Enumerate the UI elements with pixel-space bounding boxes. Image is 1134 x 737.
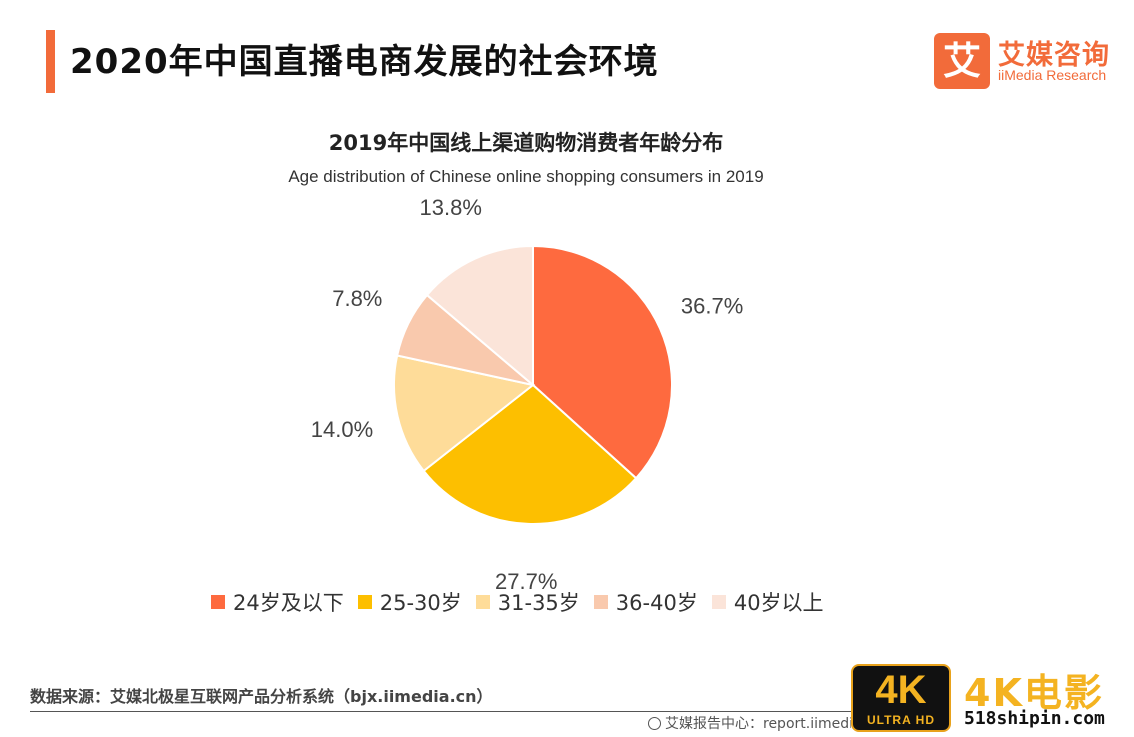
title-accent-bar xyxy=(46,30,55,93)
logo-name-en: iiMedia Research xyxy=(998,67,1107,83)
pie-slice-3 xyxy=(393,354,536,473)
legend-label-3: 31-35岁 xyxy=(497,591,580,615)
slice-label-1: 36.7% xyxy=(681,294,743,319)
legend-label-1: 24岁及以下 xyxy=(233,591,344,615)
legend-item-1: 24岁及以下 xyxy=(211,587,344,617)
pie-slice-2 xyxy=(422,383,638,525)
chart-legend: 24岁及以下 25-30岁 31-35岁 36-40岁 40岁以上 xyxy=(211,588,838,616)
legend-swatch-4 xyxy=(593,595,608,609)
slice-label-5: 13.8% xyxy=(420,195,482,220)
slice-label-4: 7.8% xyxy=(332,286,382,311)
legend-swatch-2 xyxy=(357,595,372,609)
legend-label-4: 36-40岁 xyxy=(615,591,698,615)
globe-icon xyxy=(648,717,661,730)
logo-name-cn: 艾媒咨询 xyxy=(998,40,1110,71)
pie-slice-1 xyxy=(532,244,673,480)
legend-label-2: 25-30岁 xyxy=(379,591,462,615)
watermark-text-cn: 4K电影 xyxy=(964,671,1104,715)
watermark-url: 518shipin.com xyxy=(964,708,1105,729)
data-source: 数据来源：艾媒北极星互联网产品分析系统（bjx.iimedia.cn） xyxy=(30,687,493,706)
footer-divider xyxy=(30,711,1134,712)
legend-item-4: 36-40岁 xyxy=(593,587,698,617)
pie-slice-5 xyxy=(425,244,534,388)
footer-report-center: 艾媒报告中心：report.iimedia.cn xyxy=(648,713,853,733)
footer-text: 艾媒报告中心：report.iimedia.cn xyxy=(665,716,853,732)
watermark-badge-main: 4K xyxy=(875,668,927,712)
watermark-badge: 4K ULTRA HD xyxy=(851,664,951,732)
legend-swatch-5 xyxy=(711,595,726,609)
chart-title: 2019年中国线上渠道购物消费者年龄分布 xyxy=(328,131,724,155)
slice-label-3: 14.0% xyxy=(311,417,373,442)
iimedia-logo: 艾 艾媒咨询 iiMedia Research xyxy=(934,33,1124,91)
logo-mark: 艾 xyxy=(934,33,990,89)
legend-item-3: 31-35岁 xyxy=(475,587,580,617)
legend-swatch-1 xyxy=(211,595,225,609)
legend-item-5: 40岁以上 xyxy=(711,587,824,617)
legend-label-5: 40岁以上 xyxy=(733,591,824,615)
watermark: 4K ULTRA HD 4K电影 518shipin.com xyxy=(851,662,1134,737)
legend-swatch-3 xyxy=(475,595,490,609)
page-title: 2020年中国直播电商发展的社会环境 xyxy=(70,42,659,82)
legend-item-2: 25-30岁 xyxy=(357,587,462,617)
slice-label-2: 27.7% xyxy=(495,569,557,594)
watermark-badge-sub: ULTRA HD xyxy=(867,713,935,727)
chart-subtitle: Age distribution of Chinese online shopp… xyxy=(288,167,764,186)
